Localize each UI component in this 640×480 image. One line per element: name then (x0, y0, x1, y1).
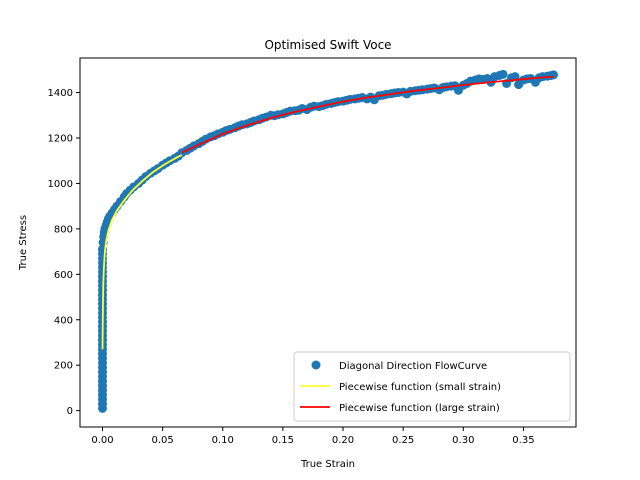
y-tick-label: 1400 (48, 88, 73, 99)
plot-frame (79, 57, 577, 428)
x-tick-label: 0.10 (212, 435, 234, 446)
y-tick-label: 800 (54, 224, 73, 235)
small-strain-line (101, 154, 183, 350)
data-point (498, 69, 508, 79)
plot-area (97, 69, 559, 413)
x-tick-label: 0.35 (512, 435, 534, 446)
legend-label-flowcurve: Diagonal Direction FlowCurve (339, 361, 487, 372)
legend: Diagonal Direction FlowCurve Piecewise f… (293, 351, 571, 422)
x-axis-label: True Strain (300, 459, 355, 470)
legend-marker-flowcurve (311, 360, 321, 370)
legend-label-large-strain: Piecewise function (large strain) (339, 403, 500, 414)
y-tick-label: 200 (54, 361, 73, 372)
x-tick-label: 0.05 (151, 435, 173, 446)
y-tick-label: 600 (54, 270, 73, 281)
x-axis: 0.00 0.05 0.10 0.15 0.20 0.25 0.30 0.35 (91, 427, 535, 446)
x-tick-label: 0.30 (452, 435, 474, 446)
y-tick-label: 0 (67, 406, 73, 417)
x-tick-label: 0.20 (332, 435, 354, 446)
legend-box (293, 351, 571, 422)
x-tick-label: 0.00 (91, 435, 113, 446)
data-point (549, 70, 559, 80)
y-axis-label: True Stress (18, 215, 29, 271)
large-strain-line (181, 75, 554, 154)
y-tick-label: 1000 (48, 179, 73, 190)
x-tick-label: 0.15 (272, 435, 294, 446)
legend-label-small-strain: Piecewise function (small strain) (339, 382, 501, 393)
y-tick-label: 1200 (48, 133, 73, 144)
y-tick-label: 400 (54, 315, 73, 326)
chart-title: Optimised Swift Voce (264, 38, 391, 52)
y-axis: 0 200 400 600 800 1000 1200 1400 (48, 88, 80, 417)
x-tick-label: 0.25 (392, 435, 414, 446)
